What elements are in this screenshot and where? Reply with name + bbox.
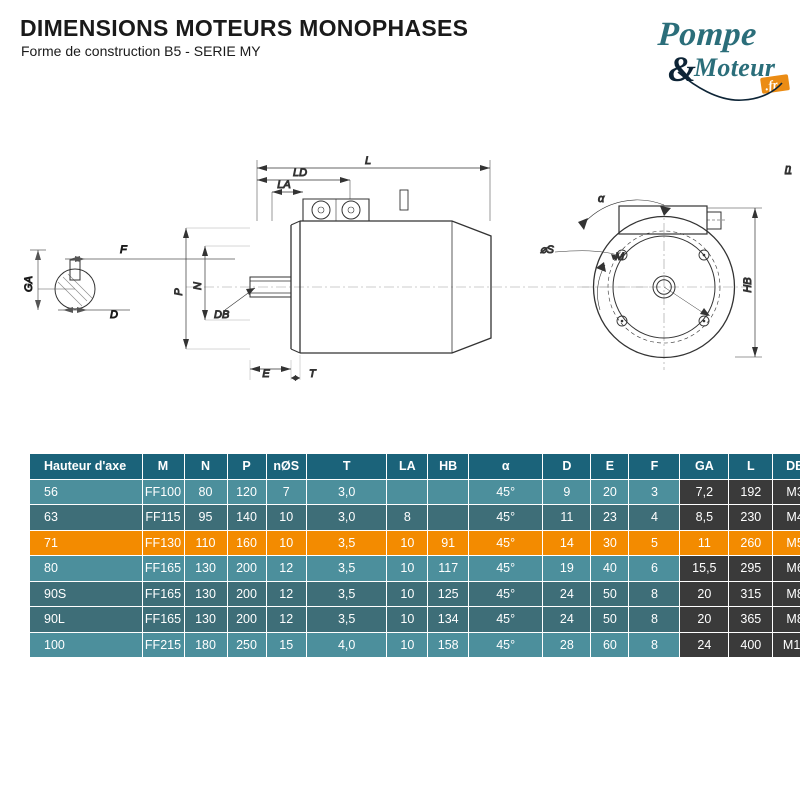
svg-text:LD: LD	[293, 167, 307, 179]
svg-text:F: F	[120, 244, 128, 256]
svg-text:GA: GA	[23, 276, 35, 292]
svg-text:M: M	[615, 251, 625, 263]
svg-text:α: α	[598, 193, 605, 205]
svg-text:HB: HB	[742, 277, 754, 292]
svg-text:D: D	[110, 309, 118, 321]
svg-text:N: N	[192, 282, 204, 290]
svg-text:P: P	[173, 288, 185, 296]
svg-text:E: E	[262, 368, 270, 380]
svg-text:L: L	[365, 155, 371, 167]
svg-text:DB: DB	[214, 309, 229, 321]
svg-text:T: T	[309, 368, 317, 380]
svg-text:n: n	[785, 163, 791, 175]
svg-text:⌀S: ⌀S	[540, 244, 555, 256]
svg-text:LA: LA	[277, 179, 290, 191]
